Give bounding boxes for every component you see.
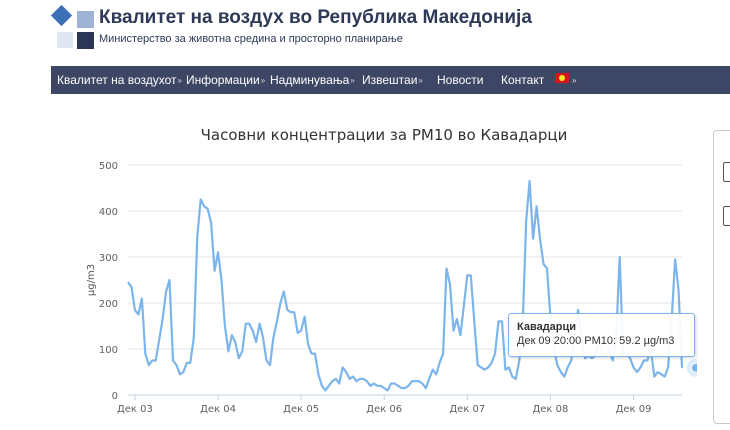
x-tick-label: Дек 08 bbox=[532, 404, 568, 415]
language-chevron[interactable]: » bbox=[571, 66, 576, 94]
chart-title: Часовни концентрации за PM10 во Кавадарц… bbox=[201, 126, 568, 144]
nav-item-label: Контакт bbox=[501, 73, 545, 87]
logo-square-dark bbox=[77, 32, 94, 49]
y-axis-title: µg/m3 bbox=[86, 264, 97, 296]
x-tick-label: Дек 04 bbox=[200, 404, 236, 415]
pm10-chart: Часовни концентрации за PM10 во Кавадарц… bbox=[86, 126, 697, 415]
nav-item-label: Надминувања bbox=[270, 73, 350, 87]
y-tick-label: 400 bbox=[99, 207, 118, 218]
grid-lines bbox=[128, 164, 682, 400]
chevron-down-icon: » bbox=[260, 76, 266, 85]
y-tick-label: 200 bbox=[99, 299, 118, 310]
nav-item-label: Новости bbox=[437, 73, 484, 87]
nav-item-exceedances[interactable]: Надминувања» bbox=[270, 66, 355, 94]
x-tick-label: Дек 05 bbox=[283, 404, 319, 415]
site-logo[interactable] bbox=[50, 4, 99, 49]
chevron-down-icon: » bbox=[177, 76, 182, 85]
nav-item-air-quality[interactable]: Квалитет на воздухот» bbox=[57, 66, 182, 94]
nav-item-reports[interactable]: Извештаи» bbox=[362, 66, 423, 94]
x-tick-label: Дек 09 bbox=[616, 404, 652, 415]
logo-square-pale bbox=[57, 32, 73, 48]
y-tick-label: 300 bbox=[99, 253, 118, 264]
tooltip-station: Кавадарци bbox=[517, 321, 577, 333]
site-subtitle: Министерство за животна средина и просто… bbox=[99, 33, 403, 45]
flag-sun-icon bbox=[559, 75, 565, 81]
side-toggle-button[interactable] bbox=[723, 162, 730, 182]
x-tick-label: Дек 07 bbox=[449, 404, 485, 415]
chart-tooltip: Кавадарци Дек 09 20:00 PM10: 59.2 µg/m3 bbox=[508, 313, 695, 357]
x-tick-label: Дек 03 bbox=[117, 404, 153, 415]
y-tick-label: 0 bbox=[112, 391, 118, 402]
series-layer bbox=[127, 179, 697, 392]
pm10-series-line bbox=[127, 179, 684, 392]
nav-item-label: Квалитет на воздухот bbox=[57, 73, 177, 87]
tooltip-value: Дек 09 20:00 PM10: 59.2 µg/m3 bbox=[517, 335, 675, 347]
nav-item-information[interactable]: Информации» bbox=[186, 66, 265, 94]
nav-item-news[interactable]: Новости bbox=[437, 66, 483, 94]
chevron-down-icon: » bbox=[350, 76, 355, 85]
logo-square-blue bbox=[50, 4, 73, 27]
main-navigation: Квалитет на воздухот» Информации» Надмин… bbox=[51, 66, 730, 94]
chevron-down-icon: » bbox=[572, 76, 577, 85]
x-tick-label: Дек 06 bbox=[366, 404, 402, 415]
y-tick-label: 500 bbox=[99, 161, 118, 172]
nav-item-contact[interactable]: Контакт bbox=[501, 66, 544, 94]
side-panel bbox=[713, 130, 730, 424]
logo-square-light bbox=[77, 11, 94, 28]
axis-labels: 0 100 200 300 400 500 Дек 03 Дек 04 Дек 05 Дек 06… bbox=[99, 161, 652, 415]
flag-icon[interactable] bbox=[555, 73, 569, 83]
chevron-down-icon: » bbox=[418, 76, 423, 85]
side-toggle-button[interactable] bbox=[723, 206, 730, 226]
nav-item-label: Информации bbox=[186, 73, 260, 87]
highlight-point bbox=[690, 362, 697, 373]
site-title[interactable]: Квалитет на воздух во Република Македони… bbox=[99, 7, 532, 28]
y-tick-label: 100 bbox=[99, 345, 118, 356]
site-header: Квалитет на воздух во Република Македони… bbox=[0, 0, 730, 66]
nav-item-label: Извештаи bbox=[362, 73, 418, 87]
